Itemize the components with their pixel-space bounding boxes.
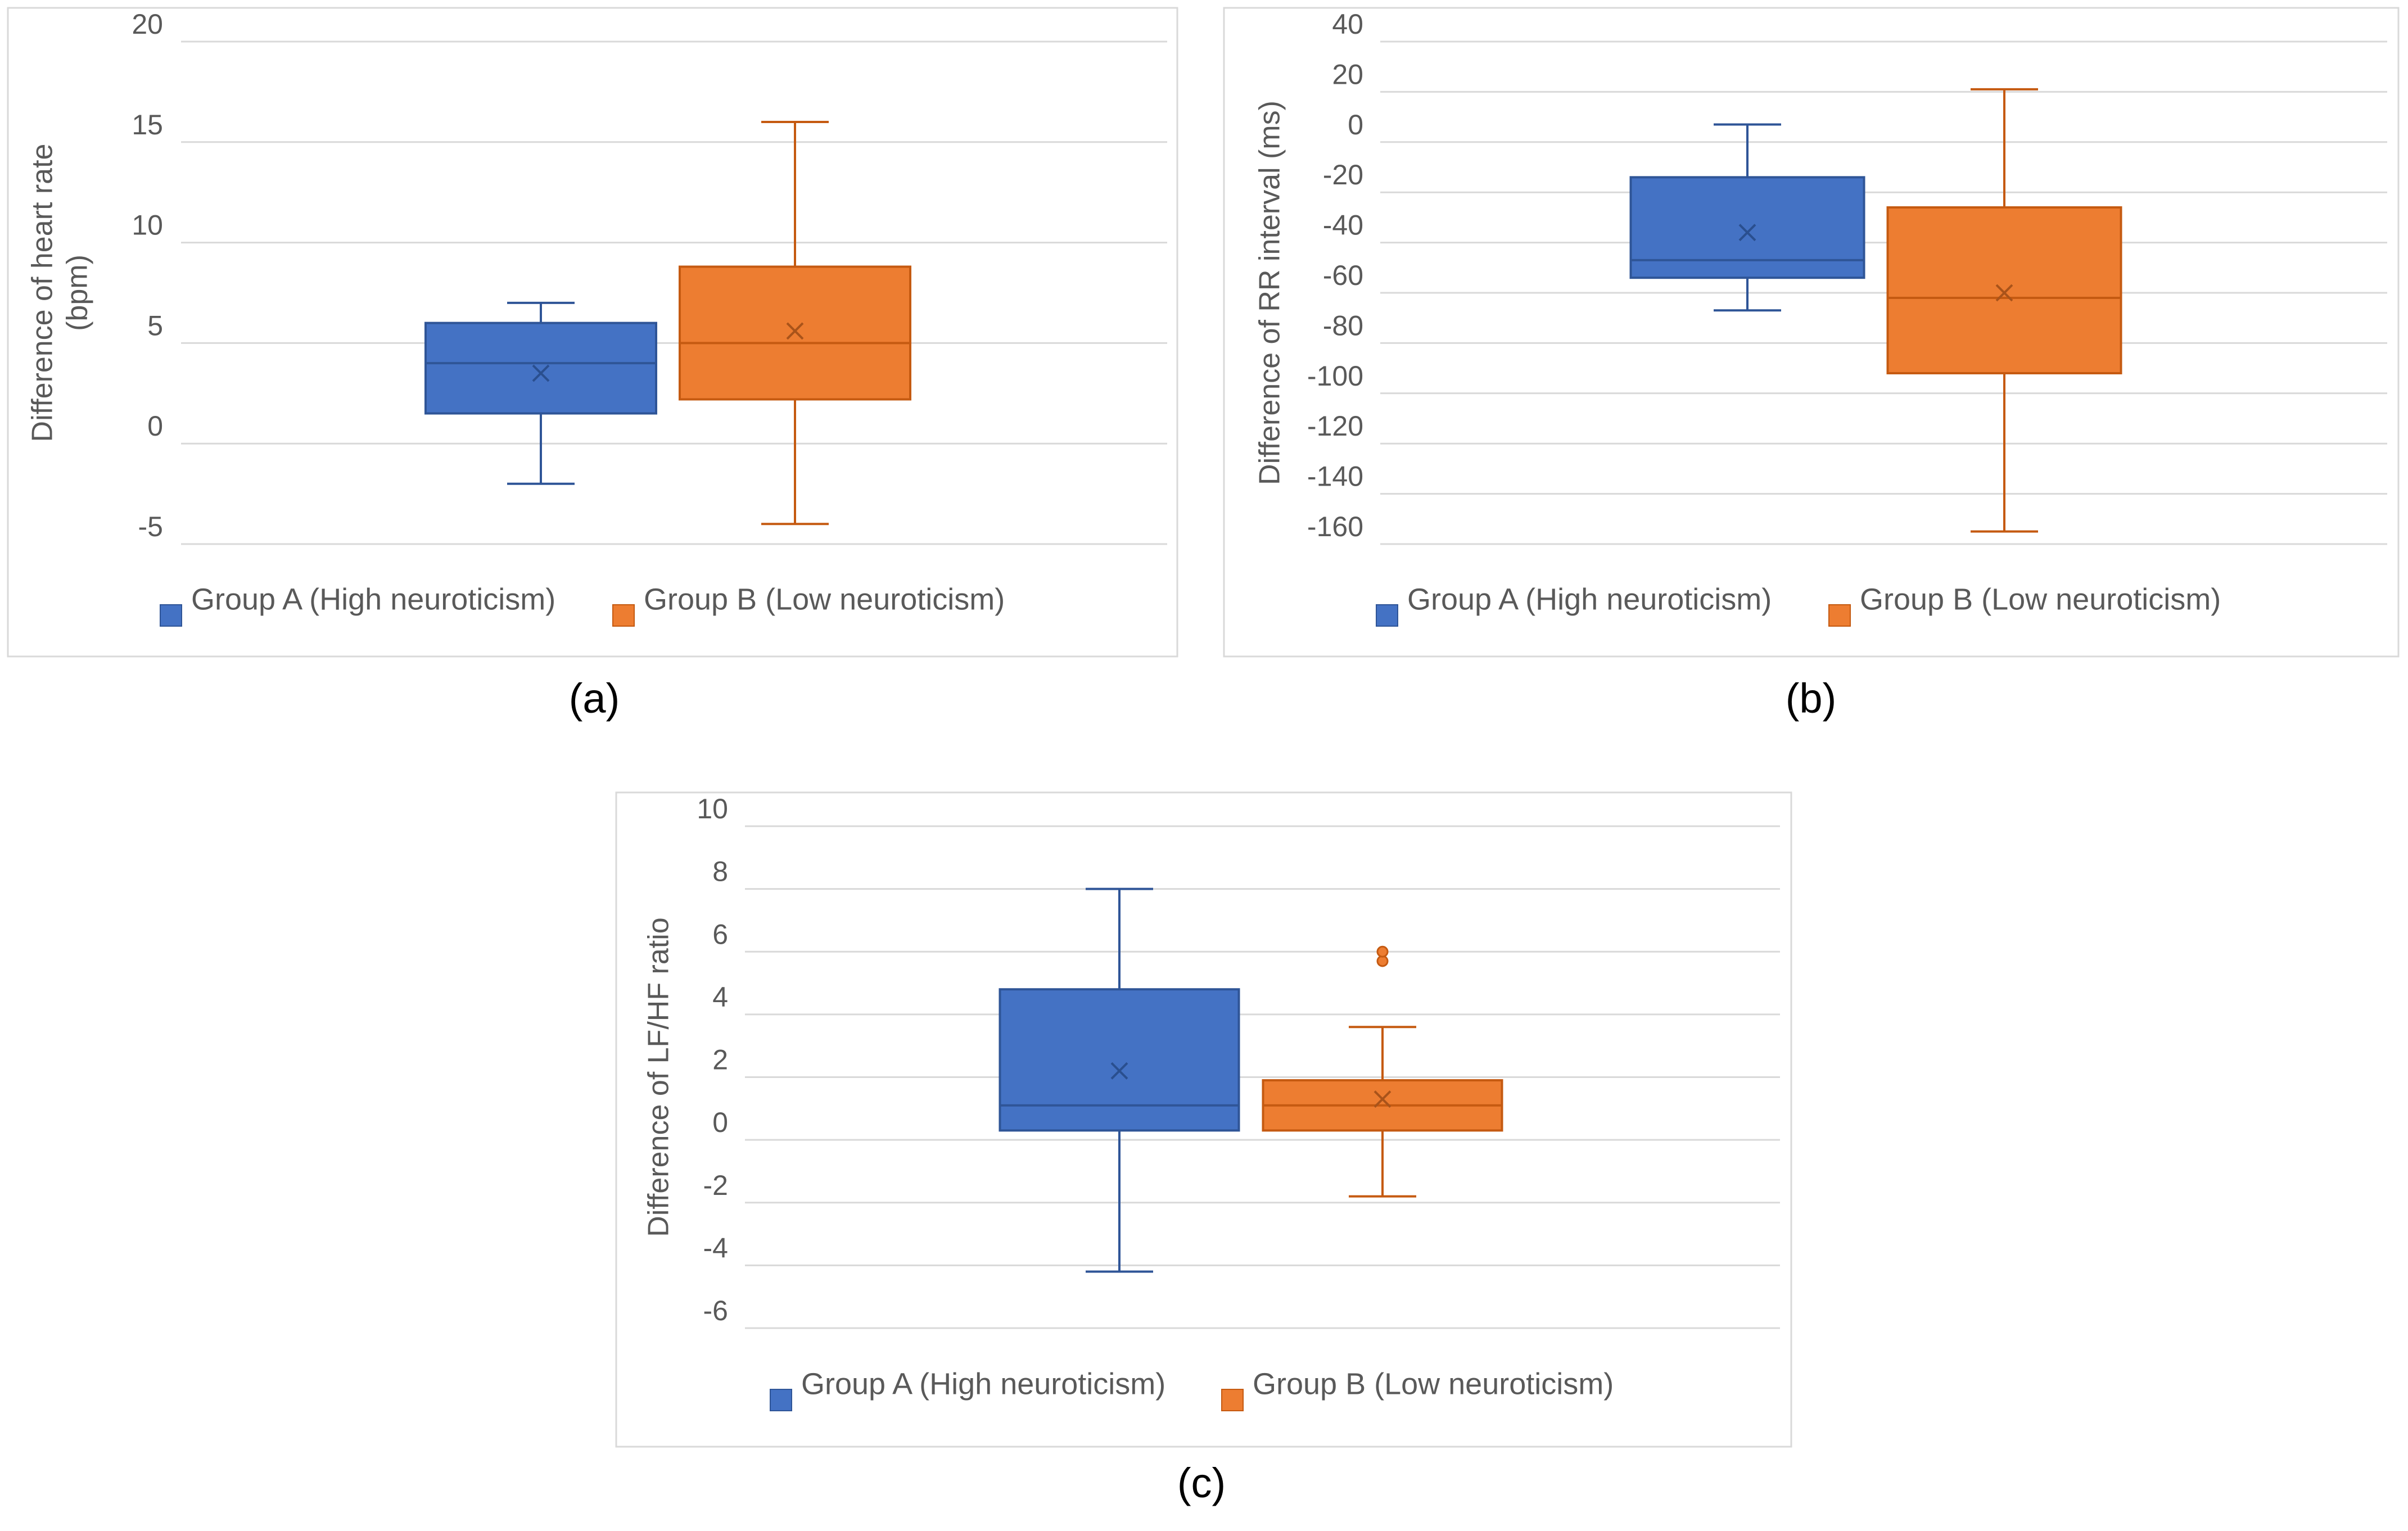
mean-marker xyxy=(1995,284,2013,302)
chart-panel-1: -5 0 5 10 15 20 Difference of heart rate (bpm) G… xyxy=(7,7,1178,722)
legend-swatch-a xyxy=(770,1389,792,1411)
box-group-b xyxy=(1262,945,1503,1198)
y-tick-label: 10 xyxy=(132,210,163,241)
chart-caption: (a) xyxy=(569,675,620,722)
y-tick-label: 20 xyxy=(1332,58,1363,90)
chart-frame xyxy=(1223,7,2400,658)
chart-caption: (c) xyxy=(1177,1460,1226,1506)
box xyxy=(1629,176,1865,279)
y-tick-label: 0 xyxy=(147,410,163,442)
legend-label-a: Group A (High neuroticism) xyxy=(1407,582,1772,616)
box xyxy=(1886,206,2122,375)
y-tick-label: -40 xyxy=(1323,210,1363,241)
y-tick-label: -140 xyxy=(1307,461,1363,492)
legend-swatch-b xyxy=(612,604,635,627)
y-axis-label: (bpm) xyxy=(61,255,94,331)
y-tick-label: -80 xyxy=(1323,310,1363,341)
y-tick-label: -4 xyxy=(703,1232,728,1263)
y-tick-label: 0 xyxy=(712,1107,728,1138)
y-tick-label: -60 xyxy=(1323,260,1363,291)
y-tick-label: -100 xyxy=(1307,360,1363,392)
legend-label-b: Group B (Low neuroticism) xyxy=(1253,1367,1614,1401)
chart-panel-2: -160 -140 -120 -100 -80 -60 -40 -20 0 20 40 Differe… xyxy=(1223,7,2400,722)
y-axis-label: Difference of LF/HF ratio xyxy=(643,917,675,1236)
legend-swatch-b xyxy=(1221,1389,1244,1411)
box-group-b xyxy=(1886,88,2122,533)
y-tick-label: 10 xyxy=(697,793,728,825)
outlier-point xyxy=(1376,945,1389,958)
y-tick-label: -120 xyxy=(1307,410,1363,442)
box-group-a xyxy=(999,887,1240,1273)
y-tick-label: -2 xyxy=(703,1170,728,1201)
y-tick-label: 15 xyxy=(132,109,163,141)
box-group-b xyxy=(679,121,911,526)
y-tick-label: -160 xyxy=(1307,511,1363,542)
y-tick-label: -6 xyxy=(703,1295,728,1326)
chart-panel-3: -6 -4 -2 0 2 4 6 8 10 Difference of LF/HF ratio Gr… xyxy=(615,791,1792,1506)
legend-swatch-b xyxy=(1828,604,1851,627)
y-tick-label: -5 xyxy=(138,511,163,542)
legend: Group A (High neuroticism) Group B (Low n… xyxy=(770,1367,1614,1411)
y-tick-label: 5 xyxy=(147,310,163,341)
y-tick-label: 20 xyxy=(132,8,163,40)
y-tick-label: 8 xyxy=(712,856,728,887)
y-tick-label: 40 xyxy=(1332,8,1363,40)
mean-marker xyxy=(1374,1090,1392,1108)
legend: Group A (High neuroticism) Group B (Low n… xyxy=(160,582,1005,627)
box-group-a xyxy=(1629,123,1865,312)
mean-marker xyxy=(1738,224,1756,242)
y-tick-label: 0 xyxy=(1348,109,1363,141)
box xyxy=(424,321,657,415)
chart-caption: (b) xyxy=(1786,675,1836,722)
y-tick-label: 4 xyxy=(712,981,728,1013)
y-axis-label: Difference of RR interval (ms) xyxy=(1254,101,1286,485)
y-axis-label: Difference of heart rate xyxy=(26,144,59,442)
y-tick-label: 2 xyxy=(712,1044,728,1076)
legend-label-a: Group A (High neuroticism) xyxy=(191,582,555,616)
box xyxy=(679,265,911,401)
mean-marker xyxy=(786,322,804,340)
legend-label-a: Group A (High neuroticism) xyxy=(801,1367,1165,1401)
legend-swatch-a xyxy=(160,604,182,627)
mean-marker xyxy=(1110,1062,1128,1080)
legend-swatch-a xyxy=(1376,604,1398,627)
legend-label-b: Group B (Low neuroticism) xyxy=(644,582,1005,616)
legend-label-b: Group B (Low neuroticism) xyxy=(1860,582,2221,616)
box xyxy=(999,988,1240,1132)
box-group-a xyxy=(424,301,657,485)
mean-marker xyxy=(532,364,550,382)
legend: Group A (High neuroticism) Group B (Low n… xyxy=(1376,582,2221,627)
y-tick-label: -20 xyxy=(1323,159,1363,191)
y-tick-label: 6 xyxy=(712,918,728,950)
